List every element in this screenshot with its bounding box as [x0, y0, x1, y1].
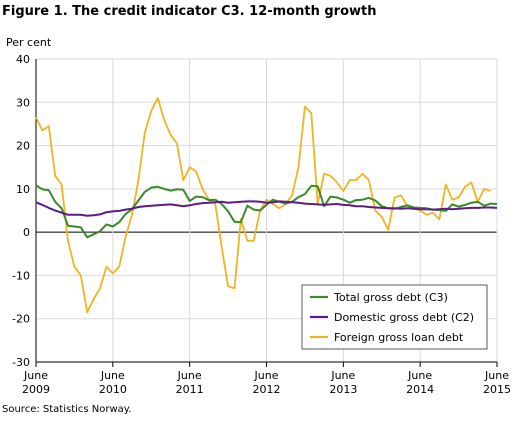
chart-title: Figure 1. The credit indicator C3. 12-mo…	[2, 4, 377, 19]
x-tick-label-month: June	[330, 369, 355, 382]
x-tick-label-month: June	[100, 369, 125, 382]
y-axis-label: Per cent	[6, 36, 52, 49]
x-tick-label-year: 2015	[483, 383, 511, 396]
x-tick-label-month: June	[23, 369, 48, 382]
x-tick-label-month: June	[407, 369, 432, 382]
legend-label: Domestic gross debt (C2)	[334, 311, 474, 324]
legend-box	[301, 284, 488, 350]
x-tick-label-month: June	[484, 369, 509, 382]
y-tick-label: -20	[12, 313, 30, 326]
legend: Total gross debt (C3) Domestic gross debt…	[301, 284, 488, 350]
x-tick-label-year: 2013	[329, 383, 357, 396]
x-tick-labels: June2009June2010June2011June2012June2013…	[22, 369, 511, 396]
x-tick-label-year: 2012	[253, 383, 281, 396]
y-tick-label: 10	[16, 183, 30, 196]
y-tick-label: 30	[16, 96, 30, 109]
x-tick-label-year: 2014	[406, 383, 434, 396]
series-line-2	[35, 97, 491, 314]
chart-source: Source: Statistics Norway.	[2, 404, 132, 415]
y-tick-label: -30	[12, 356, 30, 369]
y-tick-label: 0	[23, 226, 30, 239]
y-tick-label: 20	[16, 140, 30, 153]
x-tick-label-year: 2010	[99, 383, 127, 396]
x-tick-label-year: 2011	[176, 383, 204, 396]
y-tick-label: -10	[12, 269, 30, 282]
series-lines	[35, 97, 498, 314]
legend-label: Total gross debt (C3)	[333, 291, 448, 304]
x-tick-label-month: June	[254, 369, 279, 382]
x-tick-label-month: June	[177, 369, 202, 382]
series-line-0	[35, 184, 498, 239]
y-tick-labels: -30 -20 -10 0 10 20 30 40	[12, 53, 30, 369]
y-tick-label: 40	[16, 53, 30, 66]
x-tick-label-year: 2009	[22, 383, 50, 396]
legend-label: Foreign gross loan debt	[334, 331, 464, 344]
series-line-1	[35, 200, 498, 217]
